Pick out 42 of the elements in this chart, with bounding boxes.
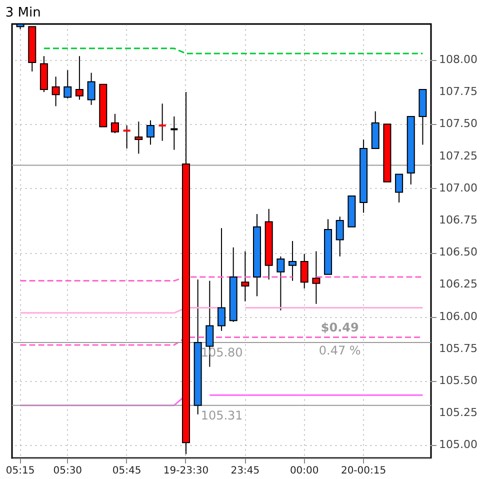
chart-title: 3 Min [5, 6, 41, 20]
candlestick [288, 240, 297, 282]
candlestick [75, 56, 84, 100]
y-tick-label: 106.25 [439, 278, 478, 291]
y-tick-label: 105.75 [439, 342, 478, 355]
y-tick-label: 105.00 [439, 438, 478, 452]
y-tick-label: 107.25 [439, 149, 478, 162]
candlestick [64, 70, 72, 99]
candlestick [52, 76, 60, 107]
y-tick-label: 105.50 [439, 374, 478, 387]
x-tick-label: 19-23:30 [163, 466, 209, 476]
ref-line-label: 105.31 [200, 408, 243, 422]
y-tick-label: 106.50 [439, 246, 478, 259]
annotation: $0.49 [320, 320, 359, 334]
candlestick [87, 72, 96, 106]
y-tick-label: 105.25 [439, 406, 478, 420]
x-tick-label: 05:45 [112, 466, 142, 476]
candlestick [170, 116, 179, 150]
y-tick-label: 106.00 [439, 310, 478, 323]
candlestick [146, 120, 154, 146]
candlestick [241, 250, 250, 302]
candlestick [336, 216, 344, 257]
y-tick-label: 108.00 [439, 52, 478, 66]
y-tick-label: 107.75 [439, 85, 478, 98]
candlestick [218, 228, 226, 332]
candlestick [134, 121, 143, 154]
candlestick [395, 174, 404, 203]
x-tick-label: 05:30 [53, 466, 82, 476]
x-tick-label: 00:00 [290, 466, 319, 476]
x-tick-label: 23:45 [230, 466, 260, 476]
candlestick [276, 256, 285, 311]
y-tick-label: 106.75 [439, 213, 478, 226]
x-tick-label: 05:15 [6, 466, 35, 476]
candlestick [110, 113, 119, 134]
annotation: 0.47 % [318, 343, 361, 358]
candlestick [158, 103, 167, 142]
candlestick [300, 253, 308, 290]
y-tick-label: 107.00 [439, 181, 478, 194]
y-tick-label: 107.50 [439, 117, 478, 130]
candlestick [312, 250, 320, 304]
x-tick-label: 20-00:15 [340, 466, 386, 476]
candlestick [122, 124, 132, 150]
